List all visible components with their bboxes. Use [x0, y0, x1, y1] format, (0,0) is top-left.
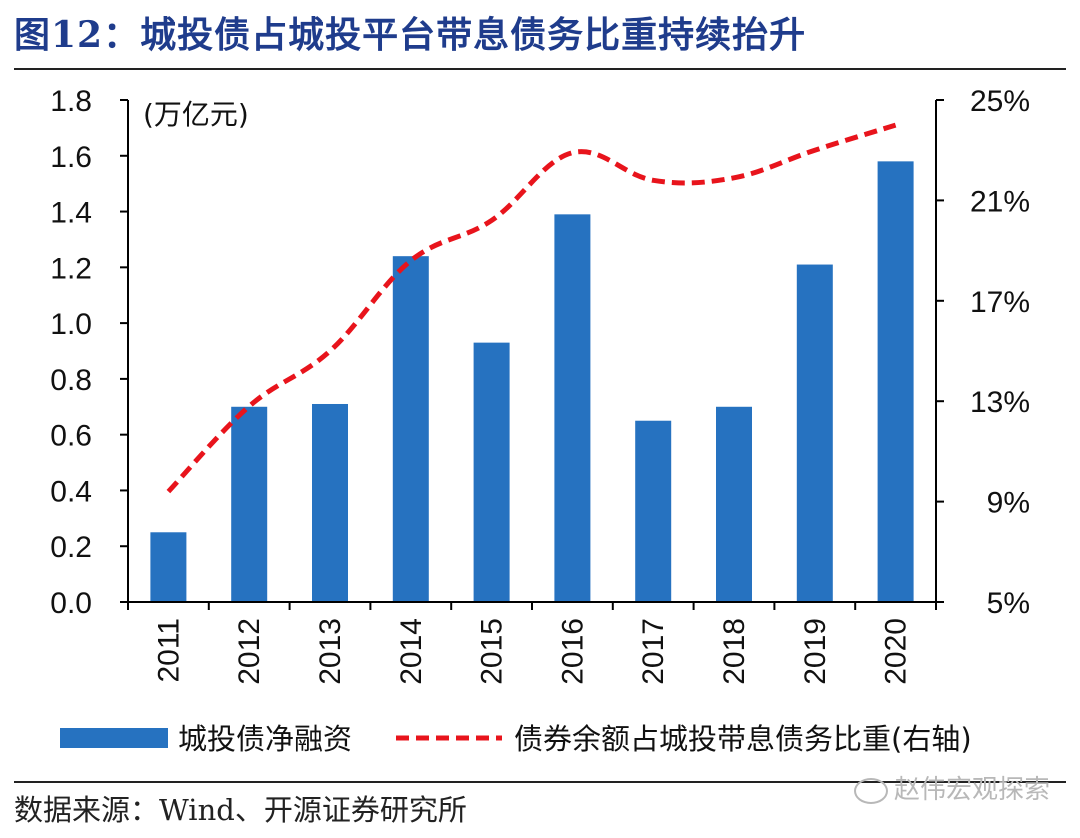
legend: 城投债净融资 债券余额占城投带息债务比重(右轴) — [60, 722, 972, 756]
bar-2020 — [877, 161, 914, 602]
bar-2019 — [796, 264, 833, 602]
right-tick-label: 9% — [987, 487, 1030, 520]
unit-label: (万亿元) — [143, 98, 249, 131]
legend-bar-swatch — [60, 728, 168, 748]
x-tick-label-2017: 2017 — [637, 618, 670, 685]
right-tick-label: 5% — [987, 587, 1030, 620]
bar-series — [150, 161, 914, 602]
bar-2015 — [473, 342, 510, 602]
bar-2013 — [312, 403, 348, 602]
left-tick-label: 0.8 — [50, 364, 92, 397]
left-tick-label: 1.0 — [50, 308, 92, 341]
x-tick-label-2015: 2015 — [476, 618, 509, 685]
legend-line-label: 债券余额占城投带息债务比重(右轴) — [514, 722, 972, 756]
source-note: 数据来源：Wind、开源证券研究所 — [14, 793, 467, 827]
x-tick-label-2016: 2016 — [556, 618, 589, 685]
left-tick-label: 0.2 — [50, 531, 92, 564]
bar-2017 — [635, 420, 672, 602]
right-tick-label: 25% — [970, 85, 1030, 118]
left-tick-label: 0.6 — [50, 420, 92, 453]
x-tick-label-2012: 2012 — [233, 618, 266, 685]
left-tick-label: 0.0 — [50, 587, 92, 620]
figure-title: 图12：城投债占城投平台带息债务比重持续抬升 — [14, 14, 807, 56]
left-tick-label: 1.2 — [50, 252, 92, 285]
left-tick-label: 1.4 — [50, 197, 92, 230]
top-rule — [14, 68, 1066, 70]
x-tick-label-2020: 2020 — [880, 618, 913, 685]
x-tick-label-2013: 2013 — [314, 618, 347, 685]
legend-bar-label: 城投债净融资 — [178, 722, 352, 756]
x-tick-label-2014: 2014 — [395, 618, 428, 685]
right-tick-label: 13% — [970, 386, 1030, 419]
x-tick-label-2011: 2011 — [152, 618, 185, 683]
bar-2016 — [554, 214, 591, 602]
watermark-text: 赵伟宏观探索 — [893, 775, 1050, 805]
axes: 0.0 0.2 0.4 0.6 0.8 1.0 1.2 1.4 1.6 1.8 5% 9% 13% 17%… — [50, 85, 1030, 685]
bar-2012 — [231, 406, 268, 602]
bar-2018 — [716, 406, 752, 602]
x-tick-label-2019: 2019 — [799, 618, 832, 685]
right-tick-label: 21% — [970, 185, 1030, 218]
right-tick-label: 17% — [970, 286, 1030, 319]
bottom-rule — [14, 781, 1066, 783]
left-tick-label: 0.4 — [50, 475, 92, 508]
x-tick-label-2018: 2018 — [718, 618, 751, 685]
bar-2014 — [392, 256, 429, 602]
bar-2011 — [150, 532, 187, 602]
left-tick-label: 1.8 — [50, 85, 92, 118]
left-tick-label: 1.6 — [50, 141, 92, 174]
ratio-line-series — [166, 122, 897, 494]
wechat-icon — [853, 777, 888, 804]
watermark: 赵伟宏观探索 — [853, 770, 1050, 810]
